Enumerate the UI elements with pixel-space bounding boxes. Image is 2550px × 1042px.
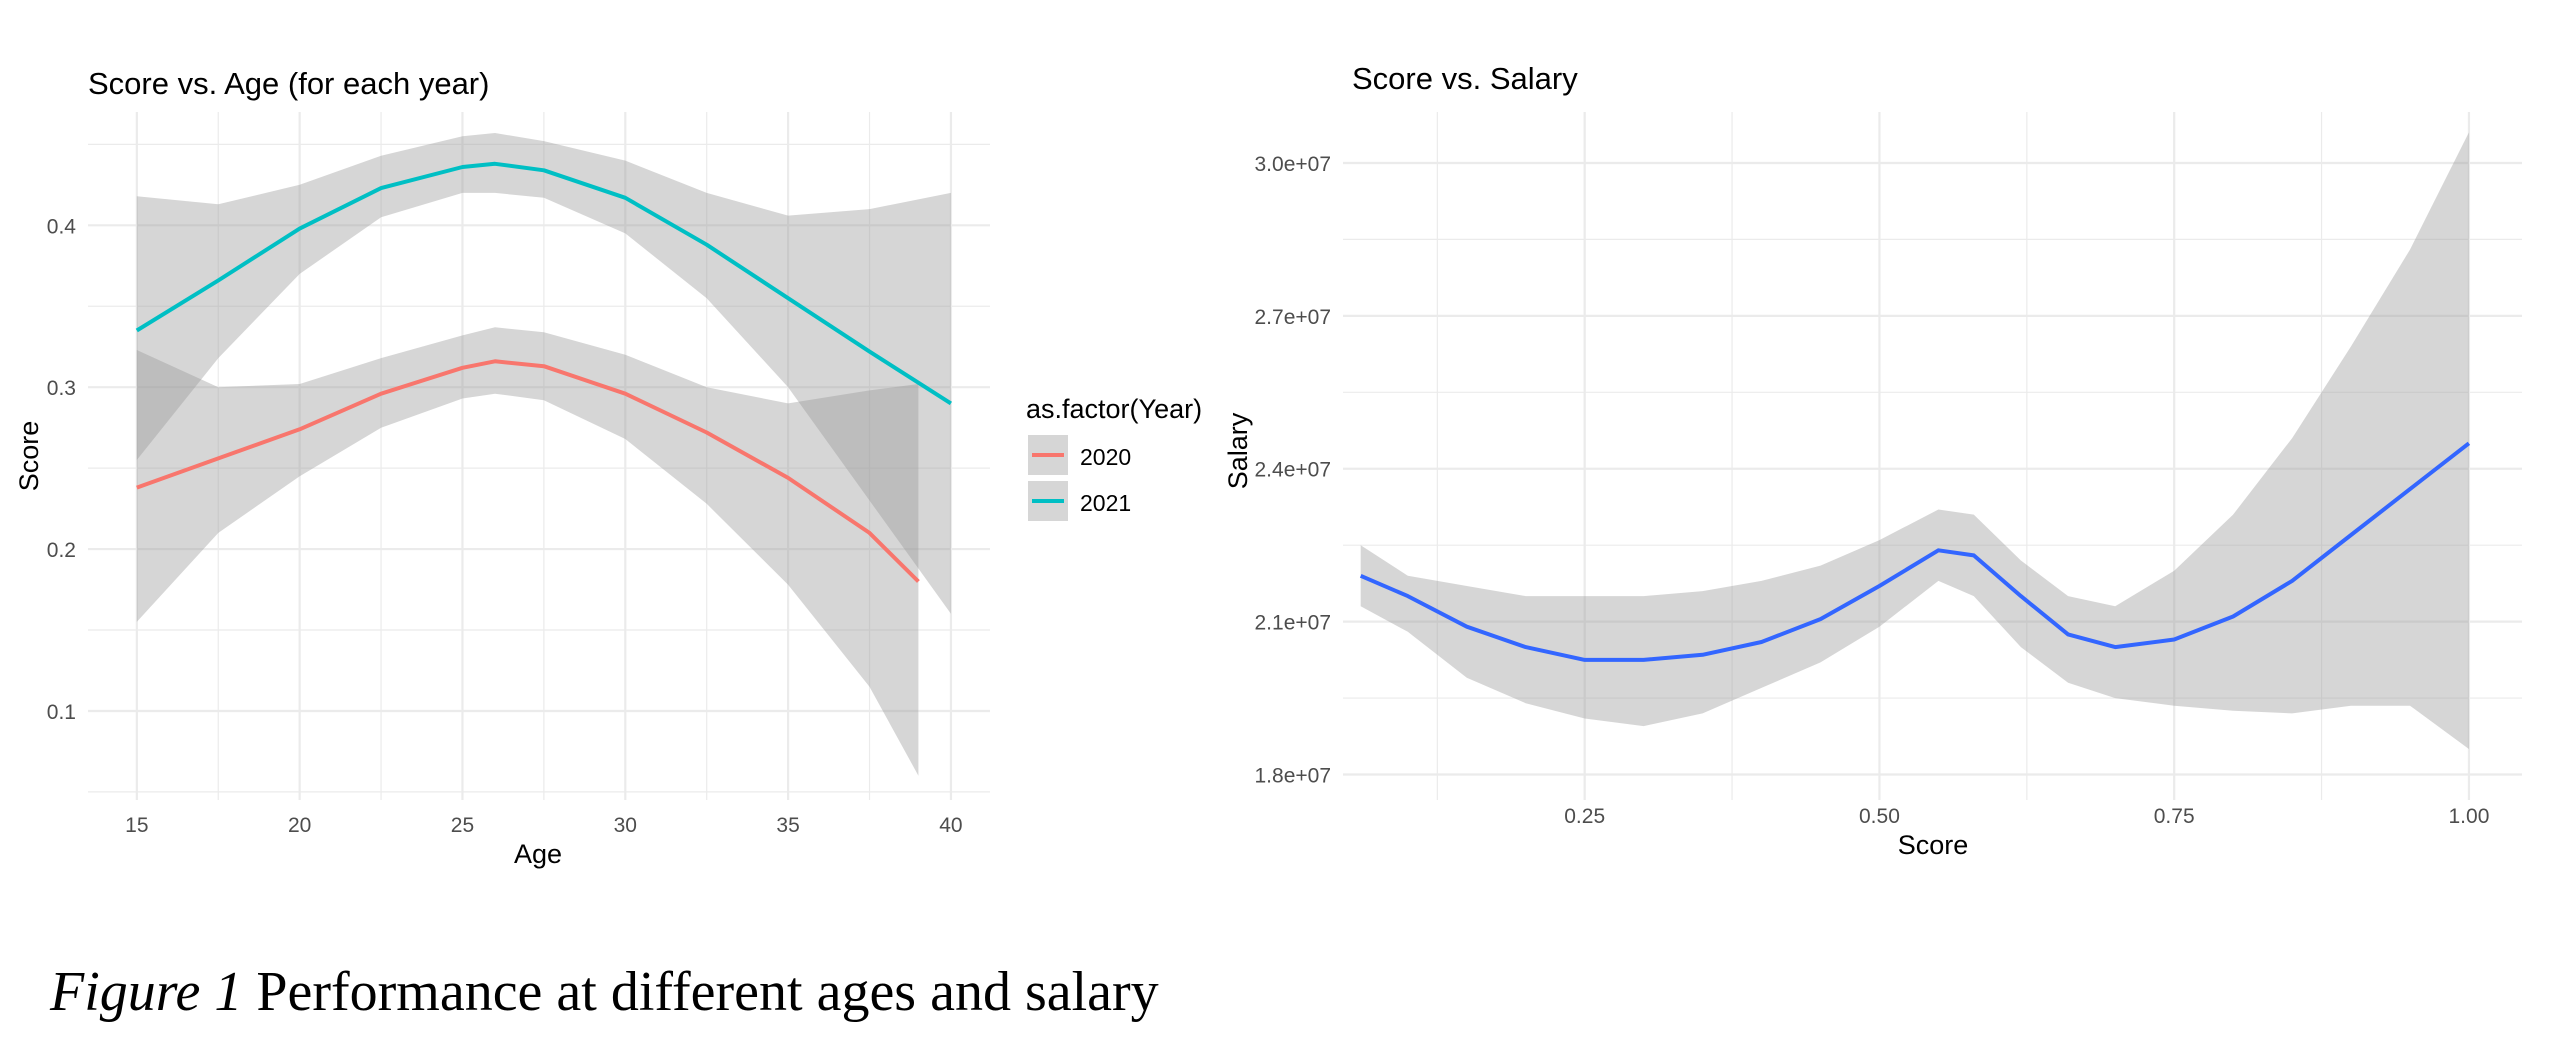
- figure-caption-label: Figure 1: [50, 961, 243, 1023]
- series-line-2020: [136, 359, 920, 583]
- chart-salary-grid: [1343, 112, 2522, 800]
- chart-age-lines: [135, 161, 952, 583]
- chart-age: Score vs. Age (for each year) 0.10.20.30…: [14, 66, 1202, 869]
- chart-salary: Score vs. Salary 1.8e+07 2.1e+07 2.4e+07 2.…: [1223, 61, 2522, 860]
- chart-age-title: Score vs. Age (for each year): [88, 66, 489, 101]
- chart-salary-x-label: Score: [1898, 830, 1969, 860]
- x-tick-label: 15: [125, 814, 148, 837]
- chart-age-y-label: Score: [14, 421, 44, 492]
- y-tick-label: 2.4e+07: [1255, 459, 1332, 482]
- legend-label-2021: 2021: [1080, 490, 1131, 516]
- confidence-band: [1360, 132, 2469, 749]
- smooth-line: [1359, 441, 2471, 662]
- y-tick-label: 0.1: [47, 701, 76, 724]
- legend-label-2020: 2020: [1080, 444, 1131, 470]
- y-tick-label: 2.1e+07: [1255, 612, 1332, 635]
- chart-salary-x-ticks: 0.25 0.50 0.75 1.00: [1564, 805, 2489, 828]
- figure-caption: Figure 1 Performance at different ages a…: [50, 960, 1159, 1024]
- chart-age-legend: as.factor(Year) 2020 2021: [1026, 394, 1202, 521]
- x-tick-label: 0.25: [1564, 805, 1605, 828]
- chart-salary-ribbons: [1360, 132, 2469, 749]
- y-tick-label: 2.7e+07: [1255, 306, 1332, 329]
- chart-salary-y-label: Salary: [1223, 412, 1253, 489]
- x-tick-label: 1.00: [2449, 805, 2490, 828]
- x-tick-label: 35: [776, 814, 799, 837]
- figure-caption-text: Performance at different ages and salary: [256, 961, 1159, 1023]
- x-tick-label: 40: [939, 814, 962, 837]
- y-tick-label: 3.0e+07: [1255, 153, 1332, 176]
- y-tick-label: 1.8e+07: [1255, 765, 1332, 788]
- chart-age-x-ticks: 15 20 25 30 35 40: [125, 814, 962, 837]
- chart-salary-lines: [1359, 441, 2471, 662]
- chart-salary-y-ticks: 1.8e+07 2.1e+07 2.4e+07 2.7e+07 3.0e+07: [1255, 153, 1332, 788]
- y-tick-label: 0.3: [47, 377, 76, 400]
- x-tick-label: 0.50: [1859, 805, 1900, 828]
- confidence-band-2021: [136, 133, 951, 614]
- x-tick-label: 25: [451, 814, 474, 837]
- chart-salary-title: Score vs. Salary: [1352, 61, 1578, 96]
- chart-age-y-ticks: 0.1 0.2 0.3 0.4: [47, 215, 77, 724]
- x-tick-label: 20: [288, 814, 311, 837]
- chart-age-x-label: Age: [514, 839, 562, 869]
- y-tick-label: 0.2: [47, 539, 76, 562]
- y-tick-label: 0.4: [47, 215, 77, 238]
- series-line-2021: [135, 161, 952, 406]
- x-tick-label: 0.75: [2154, 805, 2195, 828]
- x-tick-label: 30: [614, 814, 637, 837]
- legend-title: as.factor(Year): [1026, 394, 1202, 424]
